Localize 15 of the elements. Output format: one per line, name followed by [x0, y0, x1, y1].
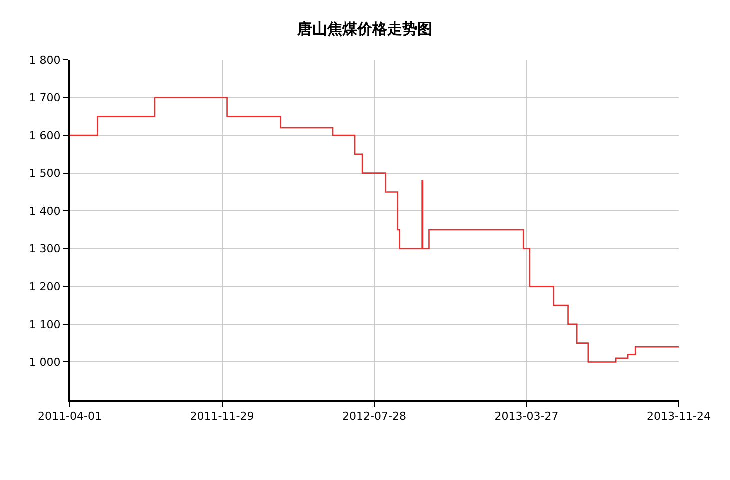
- x-tick-label: 2011-11-29: [190, 410, 254, 424]
- chart-title: 唐山焦煤价格走势图: [296, 20, 432, 38]
- y-tick-label: 1 400: [29, 204, 61, 218]
- y-tick-label: 1 800: [29, 54, 61, 67]
- y-tick-label: 1 600: [29, 129, 61, 142]
- y-tick-label: 1 100: [29, 318, 61, 332]
- y-tick-label: 1 500: [29, 167, 61, 180]
- x-tick-label: 2013-03-27: [494, 410, 559, 424]
- x-tick-label: 2011-04-01: [38, 410, 102, 424]
- y-tick-label: 1 700: [29, 92, 61, 105]
- y-tick-label: 1 200: [29, 280, 61, 294]
- x-tick-label: 2012-07-28: [342, 410, 406, 424]
- x-tick-label: 2013-11-24: [647, 410, 711, 424]
- y-tick-label: 1 300: [29, 242, 61, 256]
- y-tick-label: 1 000: [29, 356, 61, 370]
